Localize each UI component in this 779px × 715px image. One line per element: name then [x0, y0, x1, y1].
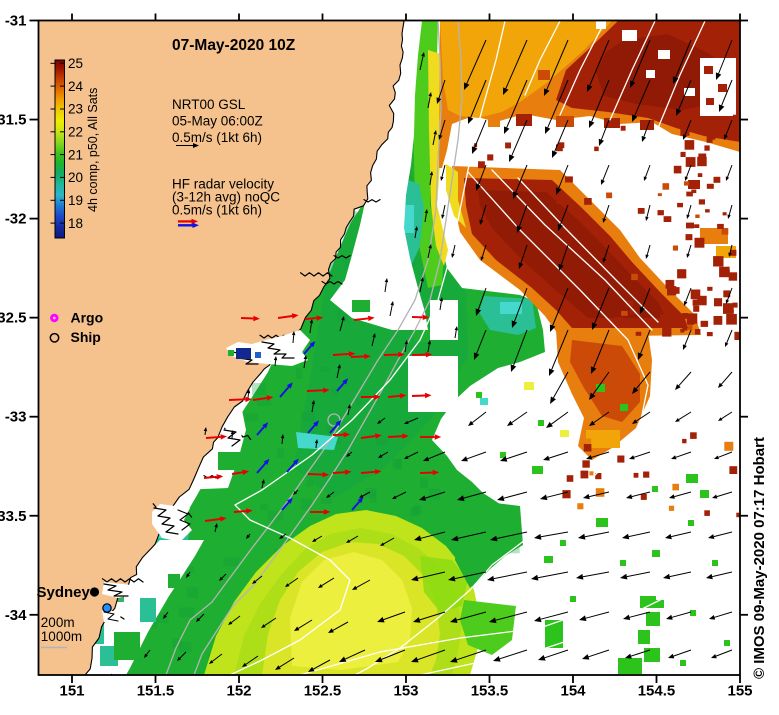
svg-text:19: 19 [68, 193, 83, 208]
svg-text:21: 21 [68, 147, 83, 162]
svg-text:07-May-2020 10Z: 07-May-2020 10Z [172, 37, 296, 54]
svg-text:24: 24 [68, 79, 84, 94]
svg-text:NRT00 GSL: NRT00 GSL [172, 97, 246, 112]
svg-text:152: 152 [226, 683, 251, 700]
svg-text:22: 22 [68, 125, 83, 140]
svg-text:-31: -31 [5, 13, 27, 30]
svg-text:Ship: Ship [71, 329, 101, 345]
svg-text:152.5: 152.5 [304, 683, 342, 700]
svg-text:-34: -34 [5, 607, 27, 624]
svg-text:200m: 200m [41, 615, 75, 630]
svg-text:© IMOS 09-May-2020 07:17 Hobar: © IMOS 09-May-2020 07:17 Hobart [751, 437, 768, 679]
svg-text:05-May 06:00Z: 05-May 06:00Z [172, 114, 263, 129]
svg-text:155: 155 [727, 683, 752, 700]
svg-text:151.5: 151.5 [137, 683, 175, 700]
svg-text:20: 20 [68, 170, 83, 185]
svg-text:151: 151 [59, 683, 84, 700]
svg-text:1000m: 1000m [41, 629, 82, 644]
svg-text:154.5: 154.5 [638, 683, 676, 700]
svg-text:Sydney: Sydney [37, 584, 91, 601]
svg-text:23: 23 [68, 102, 83, 117]
svg-text:Argo: Argo [71, 309, 104, 325]
svg-text:153: 153 [393, 683, 418, 700]
svg-text:18: 18 [68, 216, 83, 231]
svg-text:-33: -33 [5, 409, 27, 426]
svg-text:0.5m/s (1kt 6h): 0.5m/s (1kt 6h) [172, 130, 262, 145]
svg-text:4h comp, p50, All Sats: 4h comp, p50, All Sats [86, 88, 100, 212]
svg-text:-32: -32 [5, 211, 27, 228]
svg-text:-33.5: -33.5 [0, 508, 27, 525]
svg-text:153.5: 153.5 [471, 683, 509, 700]
svg-text:-31.5: -31.5 [0, 112, 27, 129]
svg-text:0.5m/s (1kt 6h): 0.5m/s (1kt 6h) [172, 202, 262, 217]
svg-text:25: 25 [68, 56, 83, 71]
svg-text:-32.5: -32.5 [0, 310, 27, 327]
svg-text:154: 154 [560, 683, 586, 700]
